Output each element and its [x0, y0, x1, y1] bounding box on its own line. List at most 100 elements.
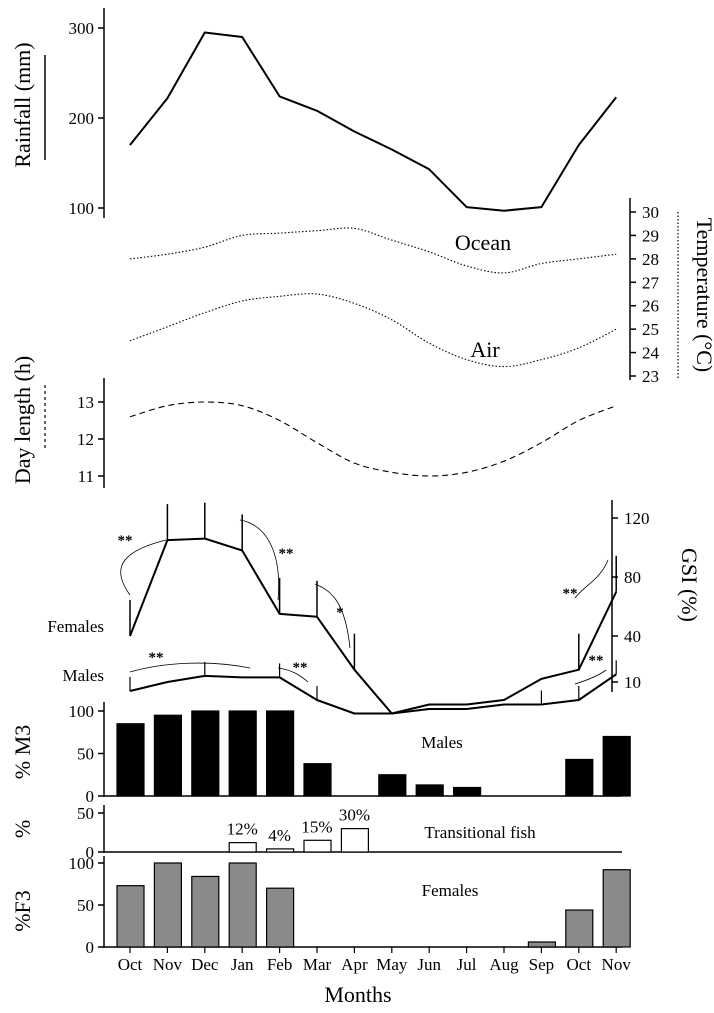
gsi-tick-label: 80	[624, 568, 641, 587]
m3-bar	[453, 786, 482, 797]
gsi-axis-title: GSI (%)	[677, 548, 702, 622]
gsi-tick-label: 40	[624, 627, 641, 646]
x-tick-label: Aug	[489, 955, 519, 974]
x-tick-label: Feb	[267, 955, 293, 974]
temperature-tick-label: 30	[642, 203, 659, 222]
m3-bar	[565, 758, 594, 797]
transitional-bar-label: 4%	[268, 826, 291, 845]
transitional-axis-title: %	[10, 820, 35, 838]
x-tick-label: Sep	[529, 955, 555, 974]
daylength-axis-title: Day length (h)	[10, 356, 35, 484]
m3-bar	[228, 710, 257, 797]
significance-bracket	[574, 559, 609, 599]
transitional-tick-label: 0	[86, 843, 95, 862]
significance-bracket	[239, 519, 280, 601]
temperature-line-0	[129, 227, 617, 274]
m3-bar	[116, 723, 145, 797]
m3-bar	[602, 735, 631, 797]
m3-tick-label: 100	[69, 702, 95, 721]
significance-marker: **	[293, 660, 308, 676]
temperature-tick-label: 24	[642, 344, 660, 363]
m3-bar	[153, 714, 182, 797]
m3-bar	[415, 784, 444, 797]
plot-area: 100 200 300 23 24 25 26 27 28 29 30 11 12 13 10 40 80 120…	[69, 8, 660, 974]
x-tick-label: Apr	[341, 955, 368, 974]
m3-bar	[303, 763, 332, 797]
females-gsi-label: Females	[47, 617, 104, 636]
m3-tick-label: 0	[86, 787, 95, 806]
gsi-line-1	[129, 673, 617, 715]
ocean-series-label: Ocean	[455, 230, 511, 255]
daylength-tick-label: 13	[77, 393, 94, 412]
rainfall-tick-label: 300	[69, 19, 95, 38]
x-tick-label: Nov	[602, 955, 632, 974]
f3-axis-title: %F3	[10, 890, 35, 932]
significance-marker: *	[336, 605, 344, 621]
x-tick-label: May	[376, 955, 408, 974]
m3-tick-label: 50	[77, 745, 94, 764]
f3-tick-label: 50	[77, 896, 94, 915]
f3-bar	[116, 885, 145, 948]
x-tick-label: Mar	[303, 955, 332, 974]
f3-bar	[527, 941, 557, 948]
temperature-tick-label: 27	[642, 273, 660, 292]
transitional-bar-label: 30%	[339, 806, 370, 825]
temperature-tick-label: 28	[642, 250, 659, 269]
rainfall-axis-title: Rainfall (mm)	[10, 42, 35, 167]
transitional-bar	[303, 839, 332, 853]
gsi-tick-label: 10	[624, 673, 641, 692]
females-bar-title: Females	[422, 881, 479, 900]
significance-marker: **	[563, 586, 578, 602]
m3-bar	[378, 774, 407, 797]
f3-tick-label: 0	[86, 938, 95, 957]
f3-bar	[153, 862, 182, 948]
significance-marker: **	[149, 650, 164, 666]
temperature-tick-label: 25	[642, 320, 659, 339]
x-tick-label: Jan	[231, 955, 254, 974]
f3-tick-label: 100	[69, 854, 95, 873]
transitional-bar	[266, 848, 295, 853]
significance-bracket	[314, 583, 351, 649]
daylength-line	[129, 401, 617, 477]
x-tick-label: Oct	[118, 955, 143, 974]
temperature-tick-label: 26	[642, 297, 659, 316]
significance-marker: **	[279, 546, 294, 562]
rainfall-tick-label: 100	[69, 199, 95, 218]
x-tick-label: Nov	[153, 955, 183, 974]
transitional-bar-label: 12%	[227, 820, 258, 839]
x-tick-label: Dec	[191, 955, 219, 974]
f3-bar	[602, 869, 631, 948]
f3-bar	[565, 909, 594, 948]
f3-bar	[266, 887, 295, 948]
m3-bar	[191, 710, 220, 797]
f3-bar	[228, 862, 257, 948]
males-bar-title: Males	[421, 733, 463, 752]
daylength-tick-label: 11	[78, 467, 94, 486]
x-axis-title: Months	[324, 982, 391, 1007]
transitional-bar-label: 15%	[301, 817, 332, 836]
gsi-line-0	[129, 537, 618, 715]
significance-bracket	[129, 662, 251, 673]
temperature-line-1	[129, 293, 617, 368]
rainfall-line	[129, 31, 617, 212]
significance-marker: **	[589, 653, 604, 669]
x-tick-label: Jul	[457, 955, 477, 974]
f3-bar	[191, 875, 220, 948]
transitional-bar	[228, 842, 257, 853]
air-series-label: Air	[470, 337, 500, 362]
significance-marker: **	[118, 533, 133, 549]
rainfall-tick-label: 200	[69, 109, 95, 128]
x-tick-label: Oct	[567, 955, 592, 974]
daylength-tick-label: 12	[77, 430, 94, 449]
temperature-tick-label: 29	[642, 226, 659, 245]
transitional-bar	[340, 827, 369, 853]
gsi-tick-label: 120	[624, 509, 650, 528]
x-tick-label: Jun	[417, 955, 441, 974]
significance-bracket	[120, 539, 167, 596]
m3-bar	[266, 710, 295, 797]
m3-axis-title: % M3	[10, 725, 35, 779]
males-gsi-label: Males	[62, 666, 104, 685]
significance-bracket	[574, 669, 607, 685]
transitional-bar-title: Transitional fish	[424, 823, 536, 842]
